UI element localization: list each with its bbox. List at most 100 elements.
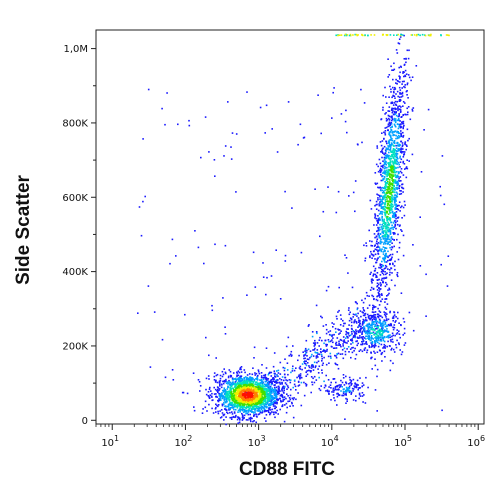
data-point	[293, 369, 296, 372]
data-point	[385, 117, 388, 120]
data-point	[295, 398, 297, 401]
data-point	[391, 107, 393, 110]
data-point	[406, 82, 409, 84]
data-point	[321, 339, 323, 342]
data-point	[390, 177, 393, 179]
data-point	[345, 257, 348, 259]
data-point	[223, 393, 226, 395]
data-point	[348, 391, 351, 394]
data-point	[321, 355, 323, 358]
data-point	[384, 127, 387, 129]
data-point	[391, 132, 394, 134]
data-point	[379, 240, 382, 243]
data-point	[241, 414, 244, 416]
data-point	[381, 316, 384, 319]
data-point	[259, 404, 261, 406]
data-point	[256, 381, 258, 383]
data-point	[259, 401, 261, 403]
data-point	[396, 141, 399, 144]
data-point	[399, 34, 402, 37]
data-point	[387, 206, 390, 209]
data-point	[397, 157, 399, 160]
data-point	[335, 34, 337, 37]
data-point	[317, 353, 319, 355]
data-point	[402, 126, 404, 128]
data-point	[400, 134, 402, 136]
data-point	[373, 318, 375, 320]
data-point	[283, 369, 286, 372]
data-point	[344, 418, 346, 420]
data-point	[371, 254, 374, 256]
data-point	[249, 393, 252, 396]
data-point	[357, 326, 359, 328]
data-point	[395, 316, 397, 318]
data-point	[402, 121, 404, 123]
data-point	[276, 151, 279, 153]
data-point	[377, 226, 379, 229]
data-point	[386, 229, 388, 232]
data-point	[230, 146, 232, 148]
data-point	[354, 382, 356, 384]
data-point	[405, 167, 407, 169]
data-point	[290, 371, 292, 374]
data-point	[248, 384, 251, 387]
data-point	[339, 385, 342, 387]
data-point	[283, 396, 286, 398]
data-point	[366, 325, 369, 328]
data-point	[370, 34, 372, 36]
data-point	[277, 369, 280, 372]
data-point	[272, 398, 274, 401]
data-point	[406, 49, 409, 52]
data-point	[352, 390, 354, 392]
data-point	[396, 80, 399, 82]
data-point	[393, 152, 395, 155]
data-point	[267, 384, 269, 386]
data-point	[218, 399, 221, 402]
data-point	[382, 222, 384, 225]
data-point	[350, 391, 353, 394]
data-point	[393, 314, 396, 316]
data-point	[242, 388, 244, 391]
data-point	[363, 349, 366, 351]
data-point	[337, 394, 340, 396]
data-point	[236, 372, 239, 374]
data-point	[237, 416, 239, 418]
data-point	[390, 267, 392, 269]
data-point	[331, 117, 333, 119]
data-point	[384, 163, 387, 165]
data-point	[272, 397, 274, 399]
data-point	[330, 387, 332, 389]
data-point	[379, 228, 381, 231]
data-point	[379, 332, 381, 334]
data-point	[391, 203, 394, 206]
data-point	[428, 34, 431, 37]
data-point	[281, 390, 283, 392]
data-point	[388, 141, 390, 144]
data-point	[376, 272, 379, 274]
data-point	[329, 355, 332, 358]
data-point	[240, 366, 243, 368]
data-point	[238, 376, 241, 379]
data-point	[192, 372, 195, 374]
data-point	[260, 372, 263, 374]
data-point	[341, 386, 343, 388]
data-point	[378, 314, 381, 317]
data-point	[230, 404, 232, 407]
data-point	[383, 257, 385, 259]
data-point	[391, 338, 394, 341]
data-point	[349, 379, 351, 381]
data-point	[258, 383, 261, 386]
plot-frame	[95, 29, 485, 425]
data-point	[347, 346, 350, 348]
data-point	[362, 336, 365, 338]
data-point	[237, 389, 239, 392]
data-point	[281, 396, 284, 399]
data-point	[296, 376, 298, 379]
data-point	[379, 311, 382, 313]
data-point	[351, 286, 354, 289]
data-point	[281, 395, 284, 397]
data-point	[377, 232, 380, 235]
data-point	[377, 198, 379, 201]
